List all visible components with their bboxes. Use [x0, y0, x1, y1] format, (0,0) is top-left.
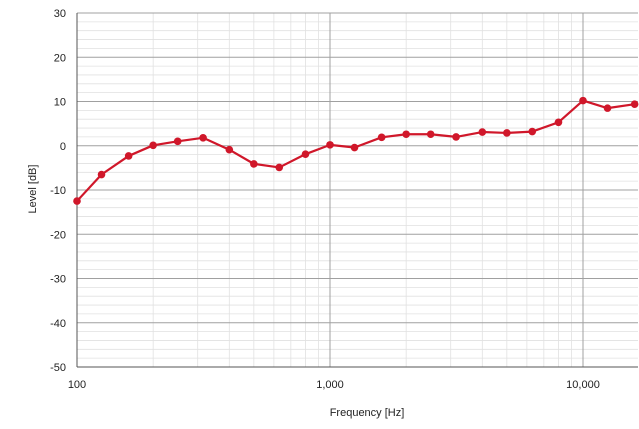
series-layer: [73, 96, 639, 205]
y-tick-label: 0: [60, 141, 66, 153]
data-point: [250, 160, 258, 168]
y-tick-label: -50: [50, 362, 66, 374]
data-point: [275, 163, 284, 172]
y-tick-label: -30: [50, 274, 66, 286]
data-point: [199, 133, 207, 142]
data-point: [402, 130, 410, 139]
axes: [76, 13, 638, 368]
data-point: [377, 133, 386, 142]
data-point: [173, 137, 182, 146]
data-point: [326, 141, 334, 149]
y-tick-label: -20: [50, 229, 66, 241]
x-tick-labels: 100 1,000 10,000: [68, 379, 600, 391]
y-tick-label: 20: [54, 52, 66, 64]
data-point: [124, 152, 133, 160]
x-tick-label: 1,000: [316, 379, 344, 391]
data-point: [97, 170, 106, 179]
data-point: [452, 133, 460, 141]
y-tick-label: -10: [50, 185, 66, 197]
y-tick-label: 30: [54, 8, 66, 20]
y-axis-label: Level [dB]: [27, 165, 39, 214]
x-tick-label: 100: [68, 379, 86, 391]
data-point: [630, 100, 639, 108]
data-point: [554, 118, 563, 127]
data-point: [426, 130, 435, 139]
data-point: [149, 141, 157, 150]
y-tick-label: 10: [54, 97, 66, 109]
data-point: [603, 104, 612, 112]
data-point: [225, 145, 234, 154]
data-point: [579, 96, 587, 105]
data-point: [301, 150, 310, 158]
data-point: [73, 197, 81, 205]
data-point: [478, 128, 487, 136]
y-tick-label: -40: [50, 318, 66, 330]
x-axis-label: Frequency [Hz]: [330, 407, 405, 419]
x-tick-label: 10,000: [566, 379, 600, 391]
data-point: [350, 143, 359, 152]
data-point: [528, 127, 537, 136]
y-tick-labels: 30 20 10 0 -10 -20 -30 -40 -50: [50, 8, 66, 374]
data-point: [503, 129, 511, 137]
minor-gridlines: [77, 13, 638, 367]
